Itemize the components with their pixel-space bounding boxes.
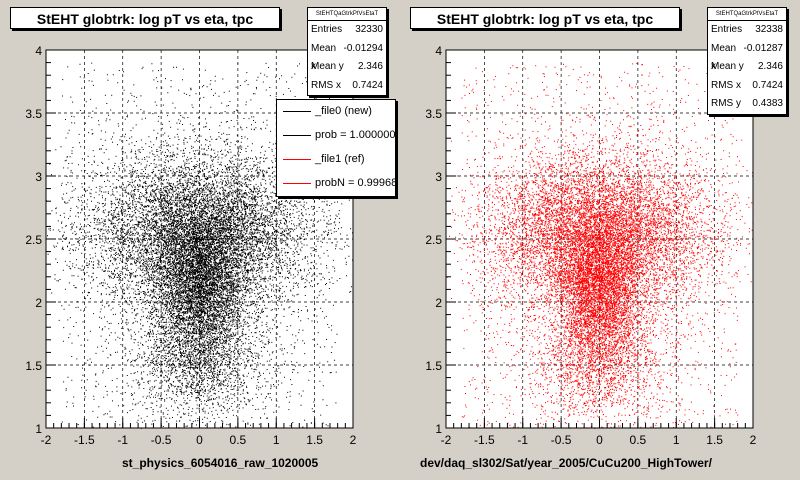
y-tick-label: 2 xyxy=(35,296,42,310)
x-tick-label: -1.5 xyxy=(474,433,495,447)
x-tick-label: 1 xyxy=(273,433,280,447)
x-tick-label: -0.5 xyxy=(551,433,572,447)
y-tick-label: 3 xyxy=(435,170,442,184)
y-tick-label: 1.5 xyxy=(425,359,442,373)
x-tick-label: 0 xyxy=(196,433,203,447)
legend-line-swatch xyxy=(283,135,311,136)
left-stats-box: StEHTQaGtrkPtVsEtaT Entries 32330 Mean x-… xyxy=(307,7,387,96)
stats-row: Mean x -0.01287 xyxy=(711,42,783,73)
y-tick-label: 3.5 xyxy=(425,107,442,121)
y-tick-label: 1 xyxy=(35,422,42,436)
x-tick-label: 0.5 xyxy=(230,433,247,447)
left-chart-title: StEHT globtrk: log pT vs eta, tpc xyxy=(10,7,280,29)
right-stats-name: StEHTQaGtrkPtVsEtaT xyxy=(708,8,786,21)
stats-row: Mean y 2.346 xyxy=(311,61,383,72)
right-scatter-plot: -2 -1.5 -1 -0.5 0 0.5 1 1.5 2 1 1.5 2 2.5 3 3.5 4 xyxy=(425,44,757,447)
y-tick-label: 1.5 xyxy=(25,359,42,373)
stats-row: Mean y 2.346 xyxy=(711,61,783,72)
right-chart-title: StEHT globtrk: log pT vs eta, tpc xyxy=(410,7,680,29)
y-tick-label: 1 xyxy=(435,422,442,436)
x-tick-label: 2 xyxy=(750,433,757,447)
stats-row: Entries 32338 xyxy=(711,24,783,35)
legend-item: probN = 0.999687 xyxy=(277,173,395,193)
scatter-points xyxy=(447,63,754,429)
x-tick-label: -1.5 xyxy=(74,433,95,447)
x-tick-label: -1 xyxy=(517,433,528,447)
stats-row: RMS x 0.7424 xyxy=(711,79,783,91)
legend-line-swatch xyxy=(283,183,311,184)
stats-row: RMS x 0.7424 xyxy=(311,79,383,91)
y-tick-label: 4 xyxy=(35,44,42,58)
stats-row: Entries 32330 xyxy=(311,24,383,35)
x-tick-label: -2 xyxy=(441,433,452,447)
legend-line-swatch xyxy=(283,111,311,112)
x-tick-label: 1.5 xyxy=(706,433,723,447)
y-tick-label: 2 xyxy=(435,296,442,310)
comparison-legend: _file0 (new) prob = 1.000000 _file1 (ref… xyxy=(276,99,396,197)
left-histogram-pad: -2 -1.5 -1 -0.5 0 0.5 1 1.5 2 1 1.5 2 2.5 3 3.5 4 StEHT… xyxy=(10,7,396,470)
x-tick-label: 0.5 xyxy=(630,433,647,447)
x-tick-label: 1 xyxy=(673,433,680,447)
x-tick-label: 1.5 xyxy=(306,433,323,447)
left-x-axis-label: st_physics_6054016_raw_1020005 xyxy=(122,456,319,470)
right-stats-box: StEHTQaGtrkPtVsEtaT Entries 32338 Mean x-… xyxy=(707,7,787,115)
y-tick-label: 2.5 xyxy=(425,233,442,247)
right-x-axis-label: dev/daq_sl302/Sat/year_2005/CuCu200_High… xyxy=(420,456,712,470)
x-tick-label: 0 xyxy=(596,433,603,447)
y-tick-label: 3.5 xyxy=(25,107,42,121)
legend-item: prob = 1.000000 xyxy=(277,125,395,145)
x-tick-label: -2 xyxy=(41,433,52,447)
right-histogram-pad: -2 -1.5 -1 -0.5 0 0.5 1 1.5 2 1 1.5 2 2.5 3 3.5 4 StEHT… xyxy=(400,0,800,480)
x-tick-label: -1 xyxy=(117,433,128,447)
legend-item: _file1 (ref) xyxy=(277,149,395,169)
y-tick-label: 4 xyxy=(435,44,442,58)
y-tick-label: 3 xyxy=(35,170,42,184)
x-tick-label: -0.5 xyxy=(151,433,172,447)
legend-line-swatch xyxy=(283,159,311,160)
stats-row: RMS y 0.4383 xyxy=(711,98,783,109)
left-stats-name: StEHTQaGtrkPtVsEtaT xyxy=(308,8,386,21)
scatter-points xyxy=(46,62,353,429)
y-tick-label: 2.5 xyxy=(25,233,42,247)
legend-item: _file0 (new) xyxy=(277,101,395,121)
stats-row: Mean x -0.01294 xyxy=(311,42,383,73)
x-tick-label: 2 xyxy=(350,433,357,447)
